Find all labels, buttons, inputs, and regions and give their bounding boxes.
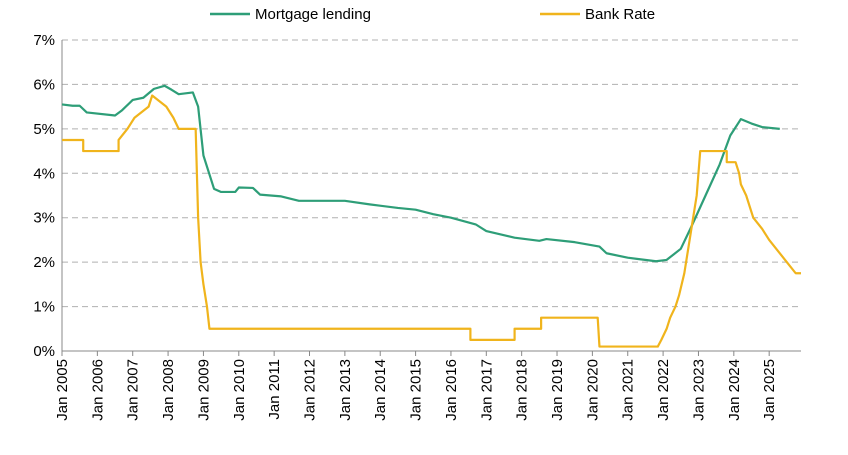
x-tick-label: Jan 2015 [408,359,425,421]
x-tick-label: Jan 2018 [514,359,531,421]
y-tick-label: 5% [33,121,55,138]
x-tick-label: Jan 2006 [89,359,106,421]
x-tick-label: Jan 2024 [726,359,743,421]
x-tick-label: Jan 2007 [125,359,142,421]
x-tick-label: Jan 2016 [443,359,460,421]
y-tick-label: 1% [33,299,55,316]
series-line [62,94,801,348]
x-tick-label: Jan 2021 [620,359,637,421]
y-tick-label: 2% [33,254,55,271]
x-tick-label: Jan 2020 [584,359,601,421]
x-tick-label: Jan 2017 [478,359,495,421]
x-tick-label: Jan 2009 [195,359,212,421]
x-tick-label: Jan 2019 [549,359,566,421]
x-tick-label: Jan 2023 [690,359,707,421]
series-line [61,84,780,263]
y-tick-label: 3% [33,210,55,227]
x-tick-label: Jan 2022 [655,359,672,421]
x-tick-label: Jan 2012 [302,359,319,421]
x-tick-label: Jan 2013 [337,359,354,421]
legend-label: Bank Rate [585,6,655,23]
x-tick-label: Jan 2010 [231,359,248,421]
x-tick-label: Jan 2014 [372,359,389,421]
x-tick-label: Jan 2011 [266,359,283,420]
x-tick-label: Jan 2025 [761,359,778,421]
y-tick-label: 7% [33,32,55,49]
x-tick-label: Jan 2008 [160,359,177,421]
y-tick-label: 6% [33,76,55,93]
x-tick-label: Jan 2005 [54,359,71,421]
y-tick-label: 0% [33,343,55,360]
y-tick-label: 4% [33,165,55,182]
legend-label: Mortgage lending [255,6,371,23]
